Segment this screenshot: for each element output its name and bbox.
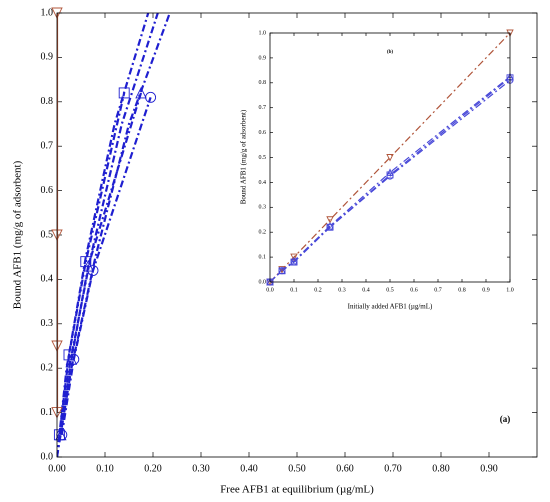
y-tick-label: 0.6 <box>41 185 54 196</box>
chart-title: (a) <box>500 414 511 424</box>
y-tick-label: 0.8 <box>259 80 267 86</box>
marker <box>386 154 394 162</box>
series-line <box>57 13 171 457</box>
marker <box>326 221 334 230</box>
x-tick-label: 0.20 <box>144 463 162 474</box>
marker <box>290 253 298 262</box>
y-tick-label: 0.0 <box>259 279 267 285</box>
y-tick-label: 0.4 <box>41 274 54 285</box>
series-line <box>57 13 159 457</box>
x-tick-label: 0.50 <box>288 463 306 474</box>
y-tick-label: 1.0 <box>41 7 54 18</box>
y-tick-label: 0.5 <box>41 229 54 240</box>
y-tick-label: 0.3 <box>41 318 54 329</box>
x-tick-label: 0.00 <box>48 463 66 474</box>
x-tick-label: 0.6 <box>410 287 418 293</box>
marker <box>135 86 147 99</box>
x-tick-label: 0.70 <box>384 463 402 474</box>
series-line <box>59 92 143 435</box>
x-tick-label: 0.4 <box>362 287 370 293</box>
x-tick-label: 0.2 <box>314 287 322 293</box>
series-line <box>60 97 152 435</box>
plot-frame <box>269 32 511 283</box>
x-axis-label: Initially added AFB1 (µg/mL) <box>348 303 433 311</box>
marker <box>145 91 157 103</box>
y-tick-label: 0.2 <box>41 362 54 373</box>
series-line <box>57 13 150 457</box>
y-tick-label: 0.8 <box>41 96 54 107</box>
x-tick-label: 0.80 <box>432 463 450 474</box>
x-tick-label: 0.0 <box>266 287 274 293</box>
marker <box>68 353 80 365</box>
y-tick-label: 0.3 <box>259 205 267 211</box>
x-tick-label: 0.1 <box>290 287 298 293</box>
y-tick-label: 0.2 <box>259 230 267 236</box>
marker <box>386 168 394 176</box>
series-line <box>270 79 510 282</box>
series-line <box>270 33 510 282</box>
x-axis-label: Free AFB1 at equilibrium (µg/mL) <box>220 484 374 496</box>
marker <box>386 172 394 180</box>
y-tick-label: 0.7 <box>259 105 267 111</box>
marker <box>87 265 99 276</box>
x-tick-label: 0.30 <box>192 463 210 474</box>
marker <box>290 258 298 266</box>
y-axis-label: Bound AFB1 (mg/g of adsorbent) <box>240 109 248 204</box>
x-tick-label: 0.40 <box>240 463 258 474</box>
y-tick-label: 0.5 <box>259 155 267 161</box>
y-tick-label: 0.0 <box>41 451 54 462</box>
y-tick-label: 0.1 <box>259 254 267 260</box>
y-tick-label: 1.0 <box>259 30 267 36</box>
y-tick-label: 0.4 <box>259 180 267 186</box>
plot-area <box>270 33 510 282</box>
x-tick-label: 0.8 <box>458 287 466 293</box>
x-tick-label: 0.5 <box>386 287 394 293</box>
marker <box>290 256 298 265</box>
x-tick-label: 0.9 <box>482 287 490 293</box>
x-tick-label: 1.0 <box>506 287 514 293</box>
x-tick-label: 0.90 <box>480 463 498 474</box>
y-tick-label: 0.6 <box>259 130 267 136</box>
plot-area <box>57 13 171 457</box>
y-tick-label: 0.9 <box>41 52 54 63</box>
chart-title: (b) <box>387 50 393 55</box>
marker <box>278 266 286 274</box>
x-tick-label: 0.7 <box>434 287 442 293</box>
y-axis-label: Bound AFB1 (mg/g of adsorbent) <box>12 160 24 309</box>
y-tick-label: 0.9 <box>259 55 267 61</box>
marker <box>326 223 334 231</box>
marker <box>118 87 130 99</box>
y-tick-label: 0.1 <box>41 407 54 418</box>
y-tick-label: 0.7 <box>41 140 54 151</box>
x-tick-label: 0.60 <box>336 463 354 474</box>
plot-frame <box>56 12 538 458</box>
marker <box>326 216 334 224</box>
x-tick-label: 0.10 <box>96 463 114 474</box>
x-tick-label: 0.3 <box>338 287 346 293</box>
